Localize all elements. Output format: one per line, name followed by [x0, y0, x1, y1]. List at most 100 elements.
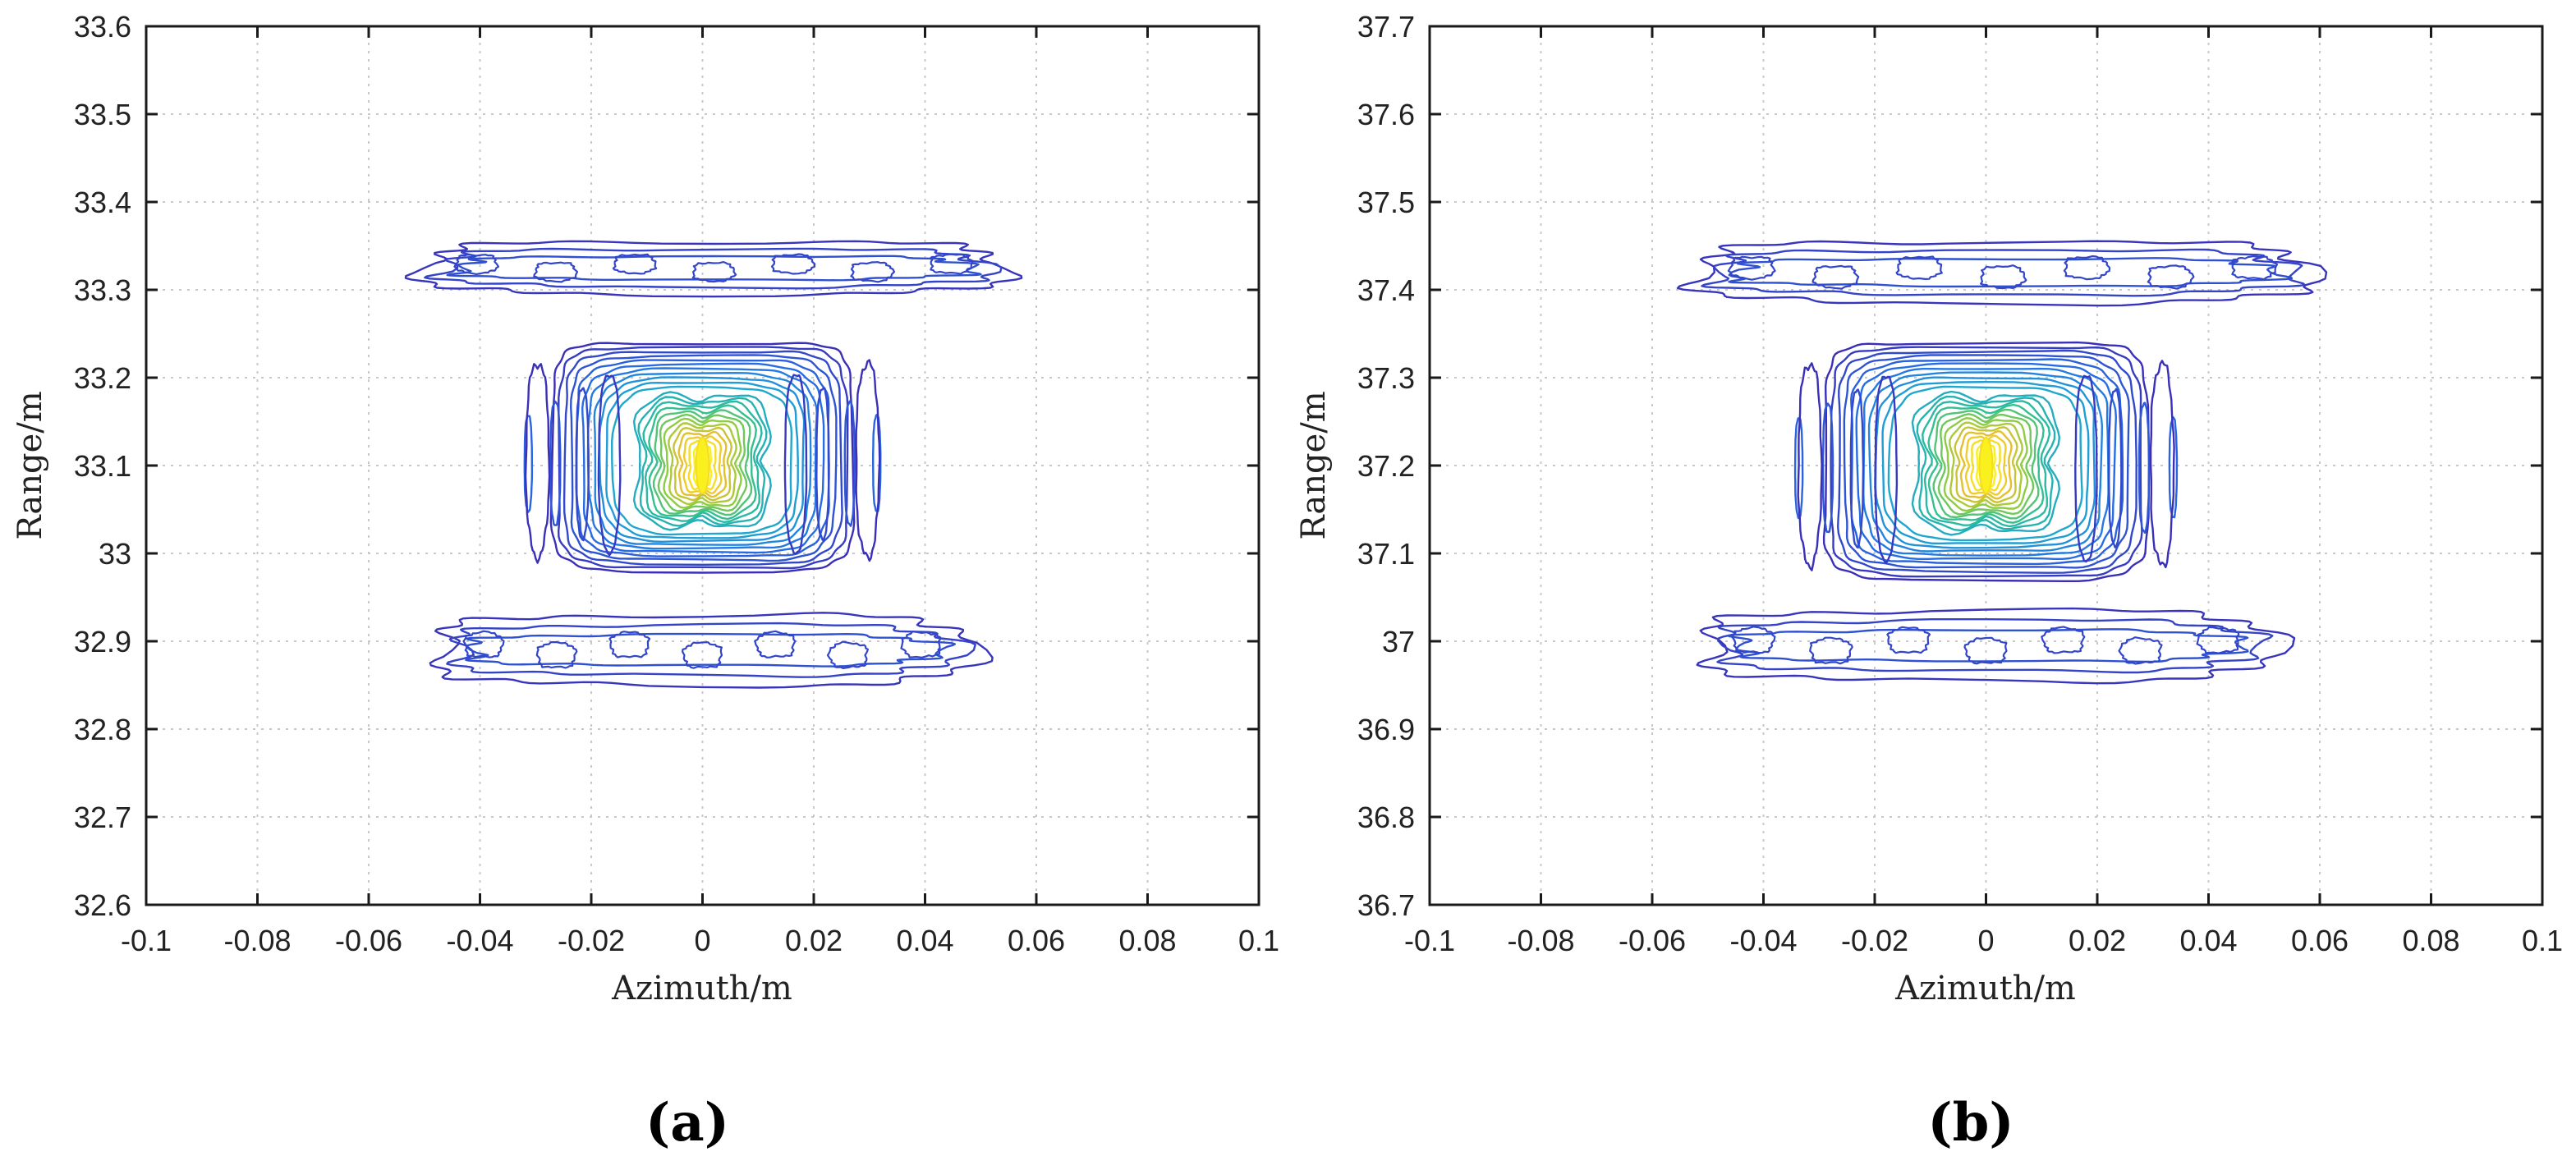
- x-tick-label-b-0: -0.1: [1404, 924, 1455, 957]
- panel-label-a: (a): [645, 1092, 729, 1154]
- contour-main-a-19: [673, 426, 732, 502]
- contour-main-b-21: [1964, 434, 2008, 496]
- contour-island-a-1-3: [682, 641, 723, 669]
- x-tick-label-a-8: 0.06: [1008, 924, 1065, 957]
- peak-core-b: [1978, 437, 1994, 494]
- y-tick-label-b-8: 37.5: [1357, 186, 1415, 219]
- contour-main-b-2: [1837, 349, 2137, 574]
- contour-main-a-13: [642, 400, 763, 524]
- contour-main-a-22: [687, 440, 718, 491]
- x-axis-label-b: Azimuth/m: [1894, 970, 2076, 1007]
- x-tick-label-a-2: -0.06: [335, 924, 402, 957]
- y-tick-label-b-7: 37.4: [1357, 273, 1415, 307]
- contour-band-b-0-0: [1676, 240, 2328, 307]
- contour-sidelobe-b-1-1: [2108, 388, 2123, 548]
- contour-island-b-1-2: [1886, 626, 1931, 654]
- contour-island-a-0-5: [850, 261, 896, 283]
- contour-island-b-0-5: [2147, 264, 2195, 290]
- panel-a: -0.1 -0.08 -0.06 -0.04 -0.02 0 0.02 0.04 0.06 0.0…: [11, 10, 1279, 1154]
- contour-main-a-16: [657, 413, 748, 512]
- x-tick-label-a-10: 0.1: [1238, 924, 1279, 957]
- contour-island-b-0-2: [1895, 255, 1943, 280]
- contour-main-a-11: [632, 391, 772, 531]
- contour-main-b-4: [1850, 358, 2124, 566]
- x-tick-label-b-9: 0.08: [2402, 924, 2459, 957]
- contour-main-b-3: [1843, 354, 2130, 569]
- ticks-a: -0.1 -0.08 -0.06 -0.04 -0.02 0 0.02 0.04 0.06 0.0…: [74, 10, 1279, 957]
- contour-island-a-1-0: [462, 630, 505, 658]
- contour-main-a-3: [570, 354, 838, 562]
- contour-island-b-1-5: [2118, 636, 2163, 665]
- y-tick-label-b-3: 37: [1382, 625, 1415, 658]
- contour-sidelobe-a-1-0: [783, 374, 808, 555]
- y-axis-label-a: Range/m: [11, 391, 49, 539]
- grid-b: [1430, 26, 2542, 905]
- contour-island-b-1-1: [1809, 636, 1853, 665]
- contour-flank-b-1: [2149, 360, 2175, 569]
- y-tick-label-a-2: 32.8: [74, 713, 131, 746]
- x-tick-label-b-4: -0.02: [1841, 924, 1908, 957]
- contour-sidelobe-a-1-2: [843, 400, 856, 527]
- x-tick-label-b-6: 0.02: [2069, 924, 2126, 957]
- x-tick-label-b-5: 0: [1977, 924, 1994, 957]
- y-tick-label-b-10: 37.7: [1357, 10, 1415, 44]
- y-axis-label-b: Range/m: [1295, 391, 1333, 539]
- contour-main-b-17: [1943, 417, 2029, 512]
- contour-main-a-14: [648, 404, 757, 521]
- x-tick-label-b-10: 0.1: [2522, 924, 2563, 957]
- contour-island-b-1-3: [1963, 636, 2008, 665]
- contour-island-a-0-3: [691, 261, 737, 283]
- contour-island-b-0-1: [1811, 264, 1860, 290]
- contour-flank-a-0: [524, 363, 551, 564]
- y-tick-label-a-4: 33: [99, 537, 131, 571]
- contour-island-a-1-6: [900, 631, 942, 658]
- y-tick-label-b-0: 36.7: [1357, 888, 1415, 922]
- y-tick-label-a-10: 33.6: [74, 10, 131, 44]
- contour-main-b-9: [1881, 381, 2090, 545]
- x-tick-label-b-8: 0.06: [2291, 924, 2349, 957]
- x-tick-label-a-1: -0.08: [223, 924, 291, 957]
- panel-label-b: (b): [1927, 1092, 2014, 1154]
- contour-main-b-0: [1822, 341, 2151, 582]
- contour-main-b-14: [1927, 403, 2045, 524]
- contour-main-b-18: [1949, 421, 2023, 508]
- contour-island-b-0-3: [1980, 264, 2027, 290]
- y-tick-label-a-1: 32.7: [74, 801, 131, 834]
- x-tick-label-a-4: -0.02: [558, 924, 625, 957]
- contour-island-a-0-0: [453, 254, 500, 276]
- contour-main-b-15: [1932, 408, 2040, 520]
- grid-a: [146, 26, 1259, 905]
- contour-band-b-1-0: [1696, 607, 2296, 685]
- peak-core-a: [695, 437, 710, 494]
- x-tick-label-b-7: 0.04: [2179, 924, 2237, 957]
- y-tick-label-b-4: 37.1: [1357, 537, 1415, 571]
- contour-sidelobe-b-0-3: [1793, 417, 1804, 520]
- y-tick-label-a-9: 33.5: [74, 98, 131, 131]
- y-tick-label-a-8: 33.4: [74, 186, 131, 219]
- contour-sidelobe-b-0-0: [1874, 375, 1899, 564]
- contour-main-b-1: [1830, 346, 2143, 578]
- contour-main-b-13: [1922, 400, 2051, 528]
- contour-island-a-0-6: [930, 253, 975, 275]
- contour-sidelobe-a-0-0: [597, 374, 622, 557]
- contour-island-b-1-6: [2196, 626, 2240, 654]
- contour-island-a-1-4: [754, 630, 797, 658]
- ticks-b: -0.1 -0.08 -0.06 -0.04 -0.02 0 0.02 0.04 0.06 0.0…: [1357, 10, 2563, 957]
- contour-island-b-0-6: [2231, 255, 2279, 281]
- contour-island-a-1-1: [535, 640, 578, 669]
- contour-island-a-1-5: [826, 640, 869, 669]
- x-tick-label-a-3: -0.04: [446, 924, 513, 957]
- contour-sidelobe-b-1-3: [2168, 415, 2179, 519]
- contour-island-b-0-0: [1727, 255, 1776, 281]
- contour-main-a-2: [562, 350, 843, 566]
- contour-sidelobe-a-0-1: [575, 387, 590, 542]
- contour-island-a-0-2: [612, 253, 658, 275]
- contour-island-a-0-1: [533, 261, 579, 283]
- contour-main-a-17: [663, 417, 742, 509]
- contour-band-a-1-0: [429, 612, 994, 689]
- contour-main-a-7: [593, 372, 812, 546]
- contour-main-b-12: [1916, 395, 2056, 532]
- contour-island-b-0-4: [2063, 255, 2111, 281]
- x-tick-label-a-6: 0.02: [785, 924, 843, 957]
